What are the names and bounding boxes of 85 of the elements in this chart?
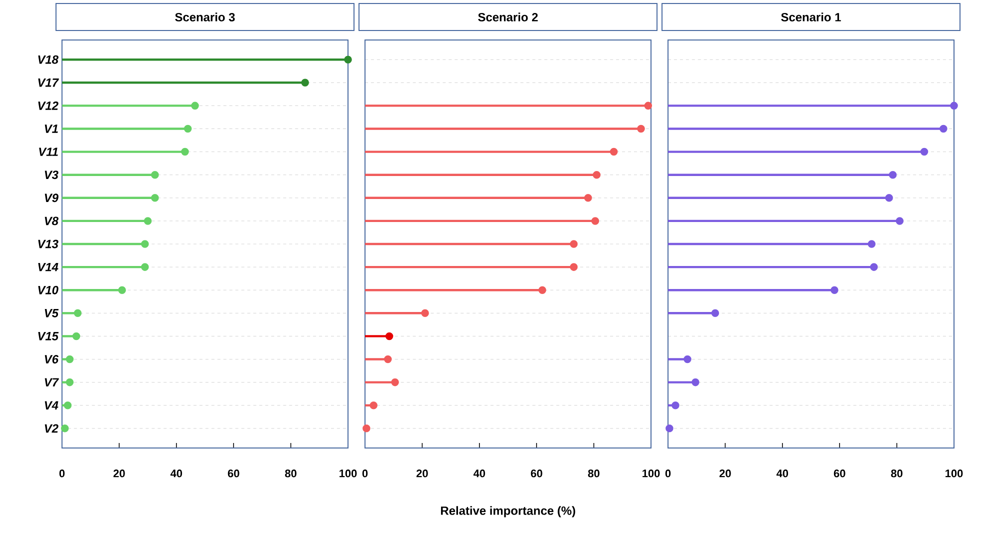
point xyxy=(711,309,720,318)
point xyxy=(151,170,159,179)
point xyxy=(888,170,897,179)
point xyxy=(191,102,199,110)
x-tick-label: 60 xyxy=(228,470,240,478)
point xyxy=(896,217,904,225)
point xyxy=(370,401,378,410)
point xyxy=(344,56,352,64)
y-tick-label: V15 xyxy=(38,332,59,340)
x-tick-label: 100 xyxy=(340,470,357,478)
y-tick-label: V11 xyxy=(39,148,58,156)
chart-title: Scenario 3 xyxy=(175,12,235,22)
point xyxy=(868,240,876,248)
point xyxy=(144,217,152,225)
x-tick-label: 80 xyxy=(285,470,296,478)
y-tick-label: V10 xyxy=(38,286,58,294)
chart-title: Scenario 2 xyxy=(478,12,538,22)
point xyxy=(644,102,652,110)
point xyxy=(570,263,578,271)
point xyxy=(64,401,72,410)
y-tick-label: V3 xyxy=(44,170,58,180)
x-tick-label: 20 xyxy=(719,470,731,478)
y-tick-label: V18 xyxy=(38,55,58,64)
point xyxy=(301,78,309,87)
point xyxy=(591,217,600,225)
x-tick-label: 100 xyxy=(642,470,660,478)
point xyxy=(885,194,893,202)
point xyxy=(950,102,958,110)
y-tick-label: V8 xyxy=(44,216,58,226)
x-tick-label: 100 xyxy=(946,470,963,478)
x-tick-label: 20 xyxy=(113,470,125,478)
point xyxy=(385,332,394,340)
x-tick-label: 20 xyxy=(416,470,428,478)
x-tick-label: 80 xyxy=(588,470,600,478)
y-tick-label: V4 xyxy=(44,401,58,410)
y-tick-label: V9 xyxy=(44,194,58,202)
y-tick-label: V5 xyxy=(44,308,59,318)
x-axis-title: Relative importance (%) xyxy=(441,506,576,518)
point xyxy=(66,355,74,364)
point xyxy=(538,286,546,294)
point xyxy=(362,424,370,432)
chart-title: Scenario 1 xyxy=(781,12,841,22)
point xyxy=(584,194,592,202)
point xyxy=(421,309,429,318)
point xyxy=(66,378,74,386)
x-tick-label: 40 xyxy=(170,470,182,478)
y-tick-label: V2 xyxy=(44,424,58,433)
x-tick-label: 60 xyxy=(834,470,846,478)
point xyxy=(74,309,82,318)
point xyxy=(184,124,192,133)
x-tick-label: 0 xyxy=(362,470,368,478)
point xyxy=(60,424,69,432)
point xyxy=(684,355,692,364)
point xyxy=(830,286,838,294)
point xyxy=(610,148,618,156)
x-tick-label: 40 xyxy=(776,470,788,478)
y-tick-label: V17 xyxy=(38,78,59,87)
point xyxy=(940,124,948,133)
x-tick-label: 60 xyxy=(530,470,542,478)
point xyxy=(181,148,189,156)
point xyxy=(151,194,159,202)
point xyxy=(870,263,878,271)
y-tick-label: V13 xyxy=(38,240,58,248)
y-tick-label: V7 xyxy=(44,378,59,386)
point xyxy=(920,148,928,156)
point xyxy=(692,378,700,386)
y-tick-label: V12 xyxy=(38,102,58,110)
point xyxy=(141,240,149,248)
point xyxy=(72,332,80,340)
x-tick-label: 40 xyxy=(473,470,486,478)
x-tick-label: 80 xyxy=(891,470,902,478)
y-tick-label: V1 xyxy=(44,124,58,133)
point xyxy=(118,286,126,294)
point xyxy=(570,240,578,248)
y-tick-label: V6 xyxy=(44,355,59,364)
point xyxy=(384,355,392,364)
y-tick-label: V14 xyxy=(38,262,58,272)
x-tick-label: 0 xyxy=(59,470,65,478)
point xyxy=(666,424,674,432)
point xyxy=(672,401,680,410)
point xyxy=(141,263,149,271)
x-tick-label: 0 xyxy=(665,470,671,478)
point xyxy=(592,170,601,179)
point xyxy=(637,124,645,133)
point xyxy=(391,378,399,386)
